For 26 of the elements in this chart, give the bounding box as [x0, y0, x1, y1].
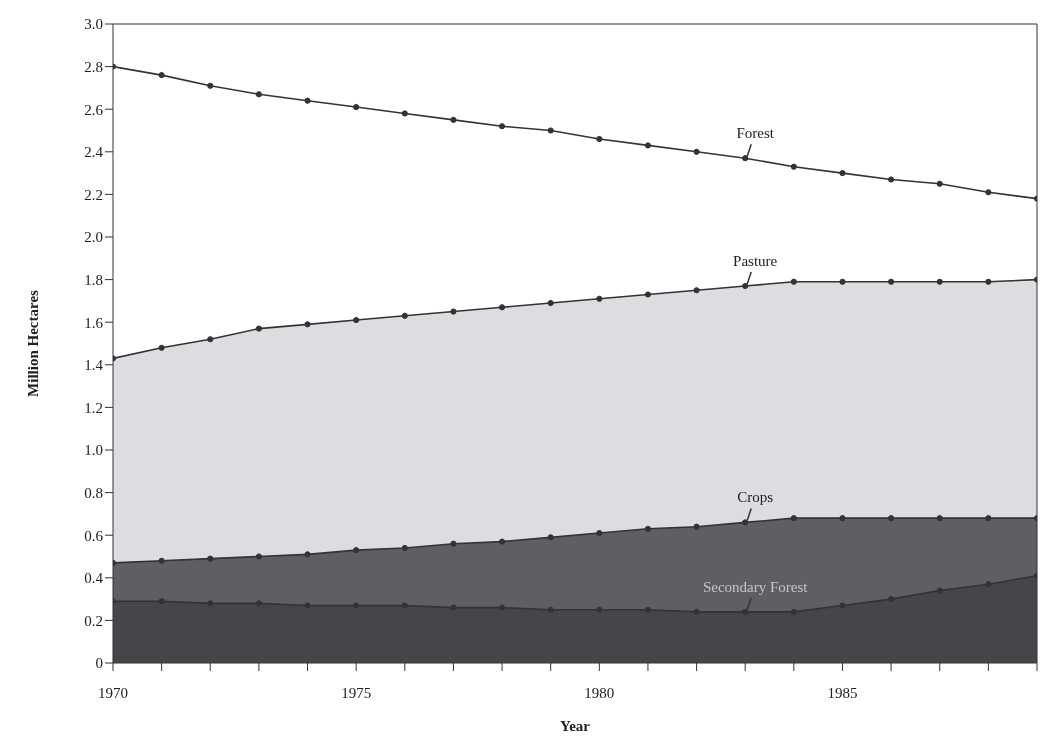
y-tick-label: 0.4	[84, 570, 104, 587]
y-tick-label: 1.2	[84, 399, 103, 416]
series-label: Forest	[736, 125, 775, 142]
y-axis-title: Million Hectares	[25, 289, 42, 397]
x-axis-title: Year	[560, 718, 591, 734]
y-tick-label: 0.8	[84, 484, 103, 501]
y-tick-label: 0	[95, 655, 103, 672]
y-tick-label: 1.6	[84, 314, 104, 331]
y-tick-label: 2.6	[84, 101, 104, 118]
y-tick-label: 2.2	[84, 186, 103, 203]
x-tick-label: 1975	[341, 684, 372, 701]
y-tick-label: 3.0	[84, 16, 103, 33]
y-tick-label: 1.8	[84, 271, 103, 288]
series-label: Secondary Forest	[702, 578, 809, 595]
x-tick-label: 1970	[98, 684, 128, 701]
y-tick-label: 2.4	[84, 144, 104, 161]
y-tick-label: 2.0	[84, 229, 103, 246]
y-tick-label: 2.8	[84, 58, 103, 75]
series-label: Pasture	[733, 252, 778, 269]
series-label: Crops	[737, 489, 774, 506]
y-tick-label: 1.0	[84, 442, 103, 459]
x-tick-label: 1985	[827, 684, 858, 701]
y-tick-label: 1.4	[84, 357, 104, 374]
y-tick-label: 0.2	[84, 612, 103, 629]
x-tick-label: 1980	[584, 684, 615, 701]
y-tick-label: 0.6	[84, 527, 104, 544]
